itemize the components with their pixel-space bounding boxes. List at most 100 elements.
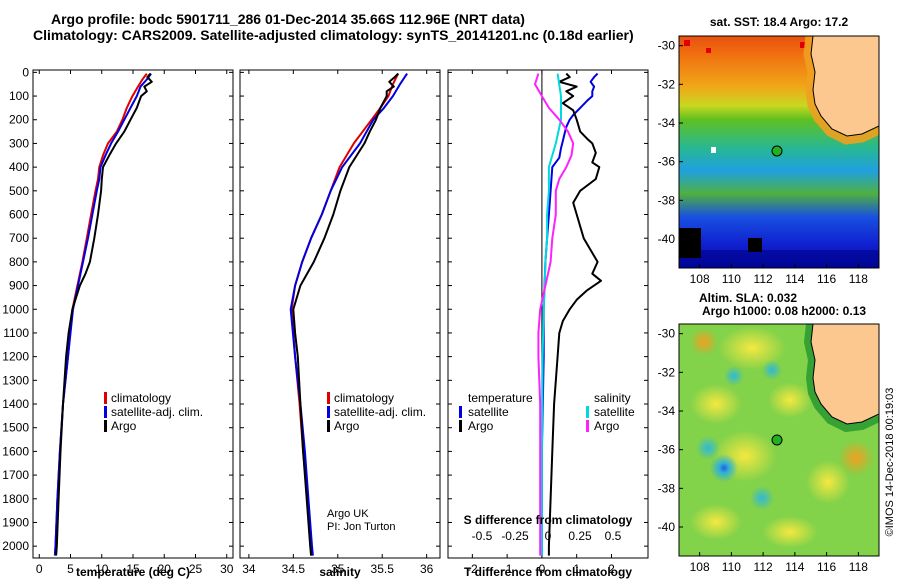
x-tick-label: 0	[36, 562, 43, 576]
sst-map-axes: 108 110 112 114 116 118 -30 -32 -34 -36 -38 -40	[658, 39, 869, 286]
depth-axis: 0 100 200 300 400 500 600 700 800 900 1000 1100 1200…	[2, 65, 29, 553]
sst-land	[810, 36, 879, 137]
sla-anomaly-blob	[762, 360, 782, 380]
x-tick-label: 1	[573, 562, 580, 576]
depth-tick-label: 1000	[2, 302, 29, 316]
x-tick-label: 15	[126, 562, 140, 576]
depth-tick-label: 800	[9, 255, 29, 269]
legend-swatch-satellite	[327, 406, 330, 418]
sla-land	[810, 324, 879, 425]
sla-anomaly-blob	[762, 516, 818, 548]
legend-label-climatology: climatology	[111, 391, 171, 405]
map-y-tick-label: -38	[658, 481, 676, 495]
series-line	[55, 72, 153, 556]
depth-tick-label: 300	[9, 136, 29, 150]
watermark: ©IMOS 14-Dec-2018 00:19:03	[884, 388, 896, 537]
sst-map-title: sat. SST: 18.4 Argo: 17.2	[710, 15, 849, 29]
sst-black-patch	[679, 228, 701, 258]
sla-map-coastline	[803, 324, 879, 433]
sst-argo-marker	[771, 145, 783, 157]
top-tick-label: -0.5	[472, 529, 493, 543]
legend-swatch-satellite	[104, 406, 107, 418]
map-x-tick-label: 110	[722, 272, 741, 286]
temperature-plot: 0 5 10 15 20 25 30 temperature (deg C)	[33, 70, 234, 579]
map-y-tick-label: -34	[658, 116, 676, 130]
difference-plot: -2 -1 0 1 2T difference from climatology	[448, 70, 648, 579]
x-axis-label: temperature (deg C)	[76, 565, 190, 579]
top-tick-label: 0	[545, 529, 552, 543]
sst-black-patch	[748, 238, 762, 252]
sst-coast-shelf	[803, 36, 879, 145]
legend-swatch-argo	[327, 420, 330, 432]
depth-tick-label: 600	[9, 208, 29, 222]
depth-tick-label: 0	[22, 65, 29, 79]
difference-top-axis-ticks: -0.5 -0.25 0 0.25 0.5	[472, 529, 622, 543]
top-tick-label: 0.5	[605, 529, 622, 543]
top-tick-label: -0.25	[501, 529, 529, 543]
legend-swatch-t-satellite	[459, 406, 462, 418]
depth-tick-label: 400	[9, 160, 29, 174]
sst-cold-band	[679, 250, 879, 268]
salinity-plot: 34 34.5 35 35.5 36 salinity	[240, 70, 440, 579]
sla-map-subtitle: Argo h1000: 0.08 h2000: 0.13	[702, 304, 866, 318]
sst-red-pixel	[684, 40, 690, 46]
legend-label-satellite: satellite-adj. clim.	[111, 405, 203, 419]
legend-swatch-climatology	[327, 392, 330, 404]
legend-label-climatology: climatology	[334, 391, 394, 405]
top-tick-label: 0.25	[568, 529, 592, 543]
depth-tick-label: 500	[9, 184, 29, 198]
map-y-tick-label: -38	[658, 193, 676, 207]
salinity-plot-frame	[239, 69, 441, 559]
map-x-tick-label: 110	[722, 560, 741, 574]
x-tick-label: -1	[502, 562, 513, 576]
series-line	[292, 72, 399, 556]
map-x-tick-label: 108	[690, 560, 710, 574]
x-tick-label: 2	[608, 562, 615, 576]
depth-tick-label: 1400	[2, 397, 29, 411]
sst-map-frame	[678, 35, 880, 269]
difference-plot-frame	[447, 69, 649, 559]
x-tick-label: 25	[189, 562, 203, 576]
legend-label-s-argo: Argo	[594, 419, 620, 433]
x-tick-label: 36	[420, 562, 434, 576]
map-x-tick-label: 118	[849, 560, 868, 574]
title-line-1: Argo profile: bodc 5901711_286 01-Dec-20…	[51, 11, 525, 27]
difference-legend: temperature satellite Argo salinity sate…	[459, 391, 635, 433]
depth-tick-label: 1500	[2, 421, 29, 435]
sla-map-field	[679, 324, 879, 556]
sla-anomaly-blob	[710, 454, 738, 482]
title-line-2: Climatology: CARS2009. Satellite-adjuste…	[33, 27, 634, 43]
legend-swatch-s-argo	[586, 420, 589, 432]
legend-label-s-satellite: satellite	[594, 405, 635, 419]
map-x-tick-label: 116	[817, 560, 836, 574]
series-line	[289, 73, 408, 556]
legend-label-satellite: satellite-adj. clim.	[334, 405, 426, 419]
sla-anomaly-blob	[690, 504, 742, 540]
legend-label-argo: Argo	[334, 419, 360, 433]
sla-map-title: Altim. SLA: 0.032	[699, 291, 797, 305]
sst-map-coastline	[803, 36, 879, 145]
x-tick-label: 30	[220, 562, 234, 576]
map-x-tick-label: 114	[785, 272, 804, 286]
legend-swatch-t-argo	[459, 420, 462, 432]
map-x-tick-label: 108	[690, 272, 710, 286]
x-tick-label: 5	[67, 562, 74, 576]
sla-anomaly-blob	[718, 326, 786, 370]
map-x-tick-label: 112	[754, 272, 773, 286]
sla-anomaly-blob	[690, 328, 718, 356]
salinity-legend: climatology satellite-adj. clim. Argo	[327, 391, 426, 433]
attribution-line-2: PI: Jon Turton	[327, 521, 395, 533]
depth-tick-label: 700	[9, 231, 29, 245]
map-y-tick-label: -36	[658, 443, 676, 457]
depth-tick-label: 2000	[2, 539, 29, 553]
depth-tick-label: 900	[9, 279, 29, 293]
sla-coast-shelf	[803, 324, 879, 433]
x-axis-label: salinity	[319, 565, 361, 579]
map-x-tick-label: 114	[785, 560, 804, 574]
sla-anomaly-blob	[806, 460, 850, 504]
series-line	[534, 73, 575, 556]
sla-anomaly-blob	[768, 382, 812, 418]
legend-swatch-s-satellite	[586, 406, 589, 418]
map-x-tick-label: 112	[754, 560, 773, 574]
